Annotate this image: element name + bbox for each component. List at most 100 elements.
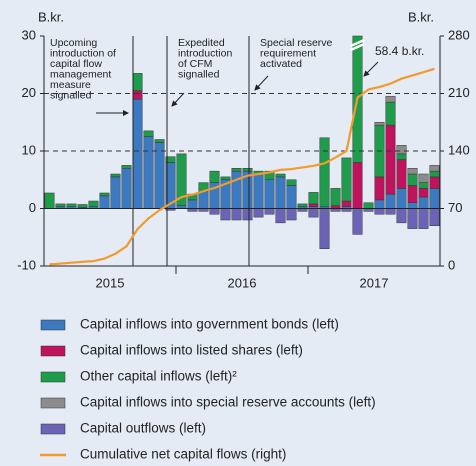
annotation: measure (50, 79, 91, 91)
legend-label: Other capital inflows (left)² (80, 369, 237, 384)
bar (418, 188, 429, 198)
bar (242, 208, 253, 221)
bar (231, 168, 242, 172)
y-tick-label: 10 (22, 142, 36, 157)
line-series (49, 67, 435, 266)
legend-label: Capital inflows into special reserve acc… (80, 395, 376, 410)
y2-tick-label: 70 (448, 200, 462, 215)
annotation: signalled (178, 68, 220, 80)
bar (132, 99, 143, 209)
bar (341, 200, 352, 208)
bar (363, 202, 374, 209)
bar (198, 191, 209, 209)
bar (44, 192, 55, 209)
annotation: signalled (50, 89, 92, 101)
bar (385, 124, 396, 195)
bar (429, 188, 440, 209)
legend-swatch (40, 345, 66, 357)
bar (352, 162, 363, 209)
bar (220, 208, 231, 221)
annotation: Expedited (178, 37, 225, 49)
y2-tick-label: 140 (448, 142, 470, 157)
bar (385, 193, 396, 209)
legend-label: Capital outflows (left) (80, 421, 206, 436)
bar (396, 145, 407, 155)
y2-tick-label: 210 (448, 85, 470, 100)
annotation: management (50, 68, 111, 80)
legend-swatch (40, 397, 66, 409)
bar (385, 101, 396, 126)
bar (374, 122, 385, 126)
annotation: Upcoming (50, 37, 97, 49)
annotation: introduction of (50, 47, 116, 59)
bar (396, 208, 407, 224)
bar (275, 173, 286, 178)
bar (55, 203, 66, 208)
annotation: requirement (260, 47, 316, 59)
bar (231, 208, 242, 221)
bar (407, 202, 418, 209)
annotation: of CFM (178, 58, 212, 70)
bar (374, 208, 385, 215)
value-label: 58.4 b.kr. (375, 44, 424, 58)
bar (429, 176, 440, 189)
y-tick-label: 0 (29, 200, 36, 215)
bar (396, 153, 407, 160)
bar (418, 173, 429, 183)
bar (308, 203, 319, 208)
bar (297, 203, 308, 208)
bar (121, 168, 132, 209)
legend-swatch (40, 371, 66, 383)
bar (187, 199, 198, 209)
y-unit: B.kr. (38, 9, 64, 24)
bar (132, 73, 143, 91)
bar (275, 176, 286, 209)
bar (121, 165, 132, 169)
y2-unit: B.kr. (408, 9, 434, 24)
bar (407, 168, 418, 175)
bar (407, 173, 418, 186)
bar (143, 136, 154, 209)
bar (341, 157, 352, 202)
y2-tick-label: 280 (448, 27, 470, 42)
bar (88, 200, 99, 208)
bar (253, 173, 264, 209)
bar (418, 182, 429, 189)
bar (165, 156, 176, 163)
bar (374, 199, 385, 209)
bar (220, 176, 231, 180)
bar (396, 188, 407, 209)
bar (418, 208, 429, 229)
arrow (171, 92, 185, 107)
bar (110, 176, 121, 209)
bar (176, 153, 187, 206)
bar (374, 176, 385, 201)
annotation: capital flow (50, 58, 102, 70)
y2-tick-label: 0 (448, 257, 455, 272)
bar (209, 208, 220, 215)
bar (143, 130, 154, 137)
bar (429, 165, 440, 172)
bar (286, 185, 297, 209)
bar (110, 173, 121, 178)
bar (253, 208, 264, 218)
bar (352, 208, 363, 235)
bar (242, 168, 253, 172)
y-tick-label: 30 (22, 27, 36, 42)
bar (396, 159, 407, 189)
annotation: activated (260, 58, 302, 70)
bar (407, 185, 418, 203)
legend-label: Capital inflows into listed shares (left… (80, 343, 303, 358)
legend-label: Cumulative net capital flows (right) (80, 447, 286, 462)
bar (132, 90, 143, 100)
bar (264, 208, 275, 215)
bar (66, 203, 77, 208)
arrow (254, 75, 269, 91)
bar (99, 192, 110, 197)
annotations (96, 36, 379, 266)
bar (385, 96, 396, 103)
year-label: 2017 (360, 275, 389, 290)
y-tick-label: -10 (17, 257, 36, 272)
bar (275, 208, 286, 224)
bar (231, 170, 242, 209)
